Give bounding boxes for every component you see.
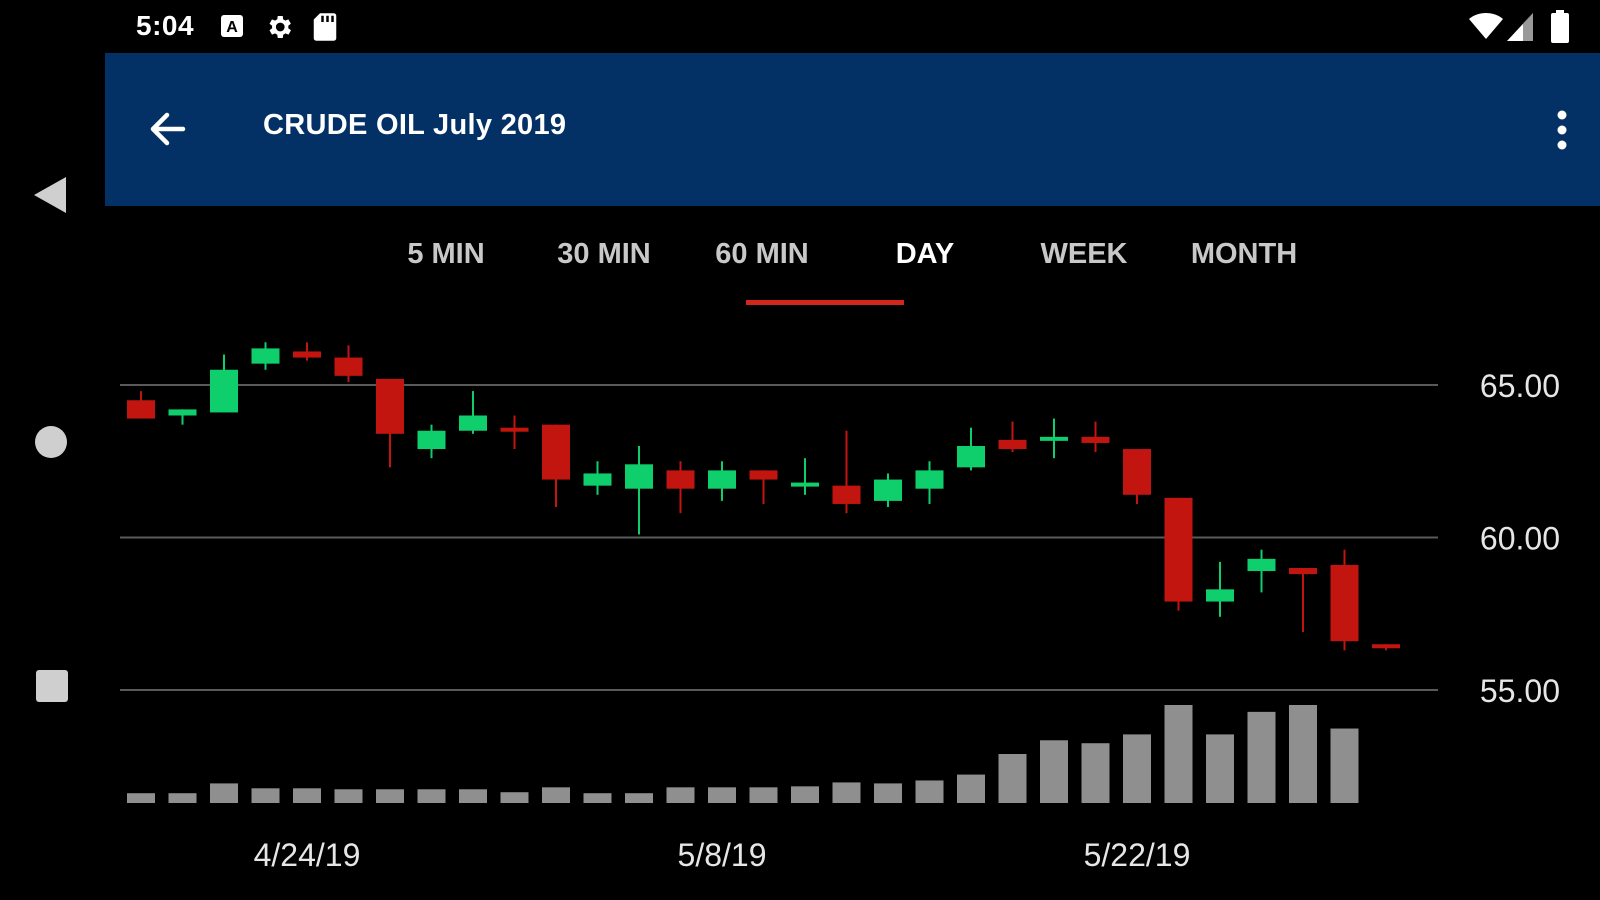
volume-bar bbox=[998, 754, 1027, 803]
candle-body bbox=[210, 369, 238, 413]
a-icon: A bbox=[220, 14, 244, 43]
volume-bar bbox=[127, 793, 155, 803]
x-tick-label: 5/22/19 bbox=[1084, 837, 1191, 873]
volume-bar bbox=[376, 789, 404, 803]
sd-card-icon bbox=[312, 12, 338, 47]
volume-bar bbox=[708, 787, 736, 803]
volume-bar bbox=[1123, 734, 1151, 803]
volume-bar bbox=[915, 780, 944, 803]
volume-bar bbox=[1206, 734, 1234, 803]
candle-body bbox=[583, 473, 612, 486]
candle-body bbox=[293, 351, 321, 358]
volume-bar bbox=[832, 782, 861, 803]
volume-bar bbox=[666, 787, 695, 803]
candle-body bbox=[708, 470, 736, 489]
candle-body bbox=[334, 357, 363, 376]
volume-bar bbox=[1164, 705, 1193, 803]
tab-week[interactable]: WEEK bbox=[1040, 238, 1128, 270]
candle-body bbox=[1372, 644, 1400, 649]
volume-bar bbox=[1330, 728, 1359, 803]
y-tick-label: 65.00 bbox=[1480, 368, 1560, 404]
signal-icon bbox=[1506, 12, 1534, 47]
volume-bar bbox=[1247, 711, 1276, 803]
candle-body bbox=[127, 400, 155, 419]
candle-body bbox=[625, 464, 653, 489]
x-tick-label: 5/8/19 bbox=[678, 837, 767, 873]
nav-back-button[interactable] bbox=[32, 175, 68, 220]
candle-body bbox=[251, 348, 280, 364]
volume-bar bbox=[251, 788, 280, 803]
candle-body bbox=[1040, 436, 1068, 441]
volume-bar bbox=[625, 793, 653, 803]
overflow-menu-button[interactable] bbox=[1552, 109, 1572, 151]
timeframe-tabs: 5 MIN 30 MIN 60 MIN DAY WEEK MONTH bbox=[105, 206, 1600, 316]
volume-bar bbox=[542, 787, 570, 803]
active-tab-indicator bbox=[746, 300, 904, 305]
tab-30-min[interactable]: 30 MIN bbox=[557, 238, 651, 270]
candle-body bbox=[500, 427, 529, 432]
candle-body bbox=[791, 482, 819, 487]
candle-body bbox=[749, 470, 778, 480]
candle-body bbox=[376, 378, 404, 434]
volume-bar bbox=[1289, 705, 1317, 803]
volume-bar bbox=[749, 787, 778, 803]
tab-day[interactable]: DAY bbox=[895, 238, 955, 270]
nav-home-button[interactable] bbox=[34, 425, 68, 464]
candle-body bbox=[1123, 449, 1151, 495]
back-arrow-icon bbox=[150, 112, 186, 146]
volume-bar bbox=[583, 793, 612, 803]
volume-bar bbox=[957, 774, 985, 803]
battery-icon bbox=[1550, 10, 1570, 49]
tab-month[interactable]: MONTH bbox=[1190, 238, 1298, 270]
volume-bar bbox=[459, 789, 487, 803]
y-tick-label: 60.00 bbox=[1480, 521, 1560, 557]
volume-bar bbox=[293, 788, 321, 803]
status-time: 5:04 bbox=[136, 10, 195, 41]
candle-body bbox=[1289, 568, 1317, 575]
more-vert-icon bbox=[1557, 110, 1567, 150]
candle-body bbox=[998, 439, 1027, 450]
candle-body bbox=[1247, 558, 1276, 572]
svg-text:A: A bbox=[226, 19, 238, 36]
back-arrow-button[interactable] bbox=[145, 107, 189, 151]
volume-bar bbox=[334, 789, 363, 803]
nav-recents-button[interactable] bbox=[35, 669, 69, 708]
volume-bar bbox=[1040, 740, 1068, 803]
tab-60-min[interactable]: 60 MIN bbox=[715, 238, 809, 270]
app-bar: CRUDE OIL July 2019 bbox=[105, 53, 1600, 206]
volume-bar bbox=[500, 792, 529, 803]
candle-body bbox=[1330, 564, 1359, 642]
candle-body bbox=[168, 409, 197, 416]
status-bar: 5:04 A bbox=[0, 0, 1600, 53]
volume-bar bbox=[1081, 743, 1110, 803]
candle-body bbox=[1164, 497, 1193, 602]
candle-body bbox=[459, 415, 487, 431]
volume-bar bbox=[168, 793, 197, 803]
candle-body bbox=[666, 470, 695, 489]
volume-bar bbox=[210, 783, 238, 803]
candle-body bbox=[915, 470, 944, 489]
candle-body bbox=[542, 424, 570, 480]
candle-body bbox=[1081, 436, 1110, 443]
candle-body bbox=[957, 446, 985, 468]
volume-bar bbox=[417, 789, 446, 803]
tab-5-min[interactable]: 5 MIN bbox=[407, 238, 485, 270]
system-nav-bar bbox=[0, 53, 105, 900]
candle-body bbox=[1206, 589, 1234, 602]
x-tick-label: 4/24/19 bbox=[254, 837, 361, 873]
page-title: CRUDE OIL July 2019 bbox=[263, 109, 567, 141]
y-tick-label: 55.00 bbox=[1480, 673, 1560, 709]
gear-icon bbox=[264, 12, 294, 47]
volume-bar bbox=[874, 783, 902, 803]
candle-body bbox=[874, 479, 902, 501]
candle-body bbox=[417, 430, 446, 450]
wifi-icon bbox=[1468, 12, 1504, 45]
volume-bar bbox=[791, 786, 819, 803]
candle-body bbox=[832, 485, 861, 504]
